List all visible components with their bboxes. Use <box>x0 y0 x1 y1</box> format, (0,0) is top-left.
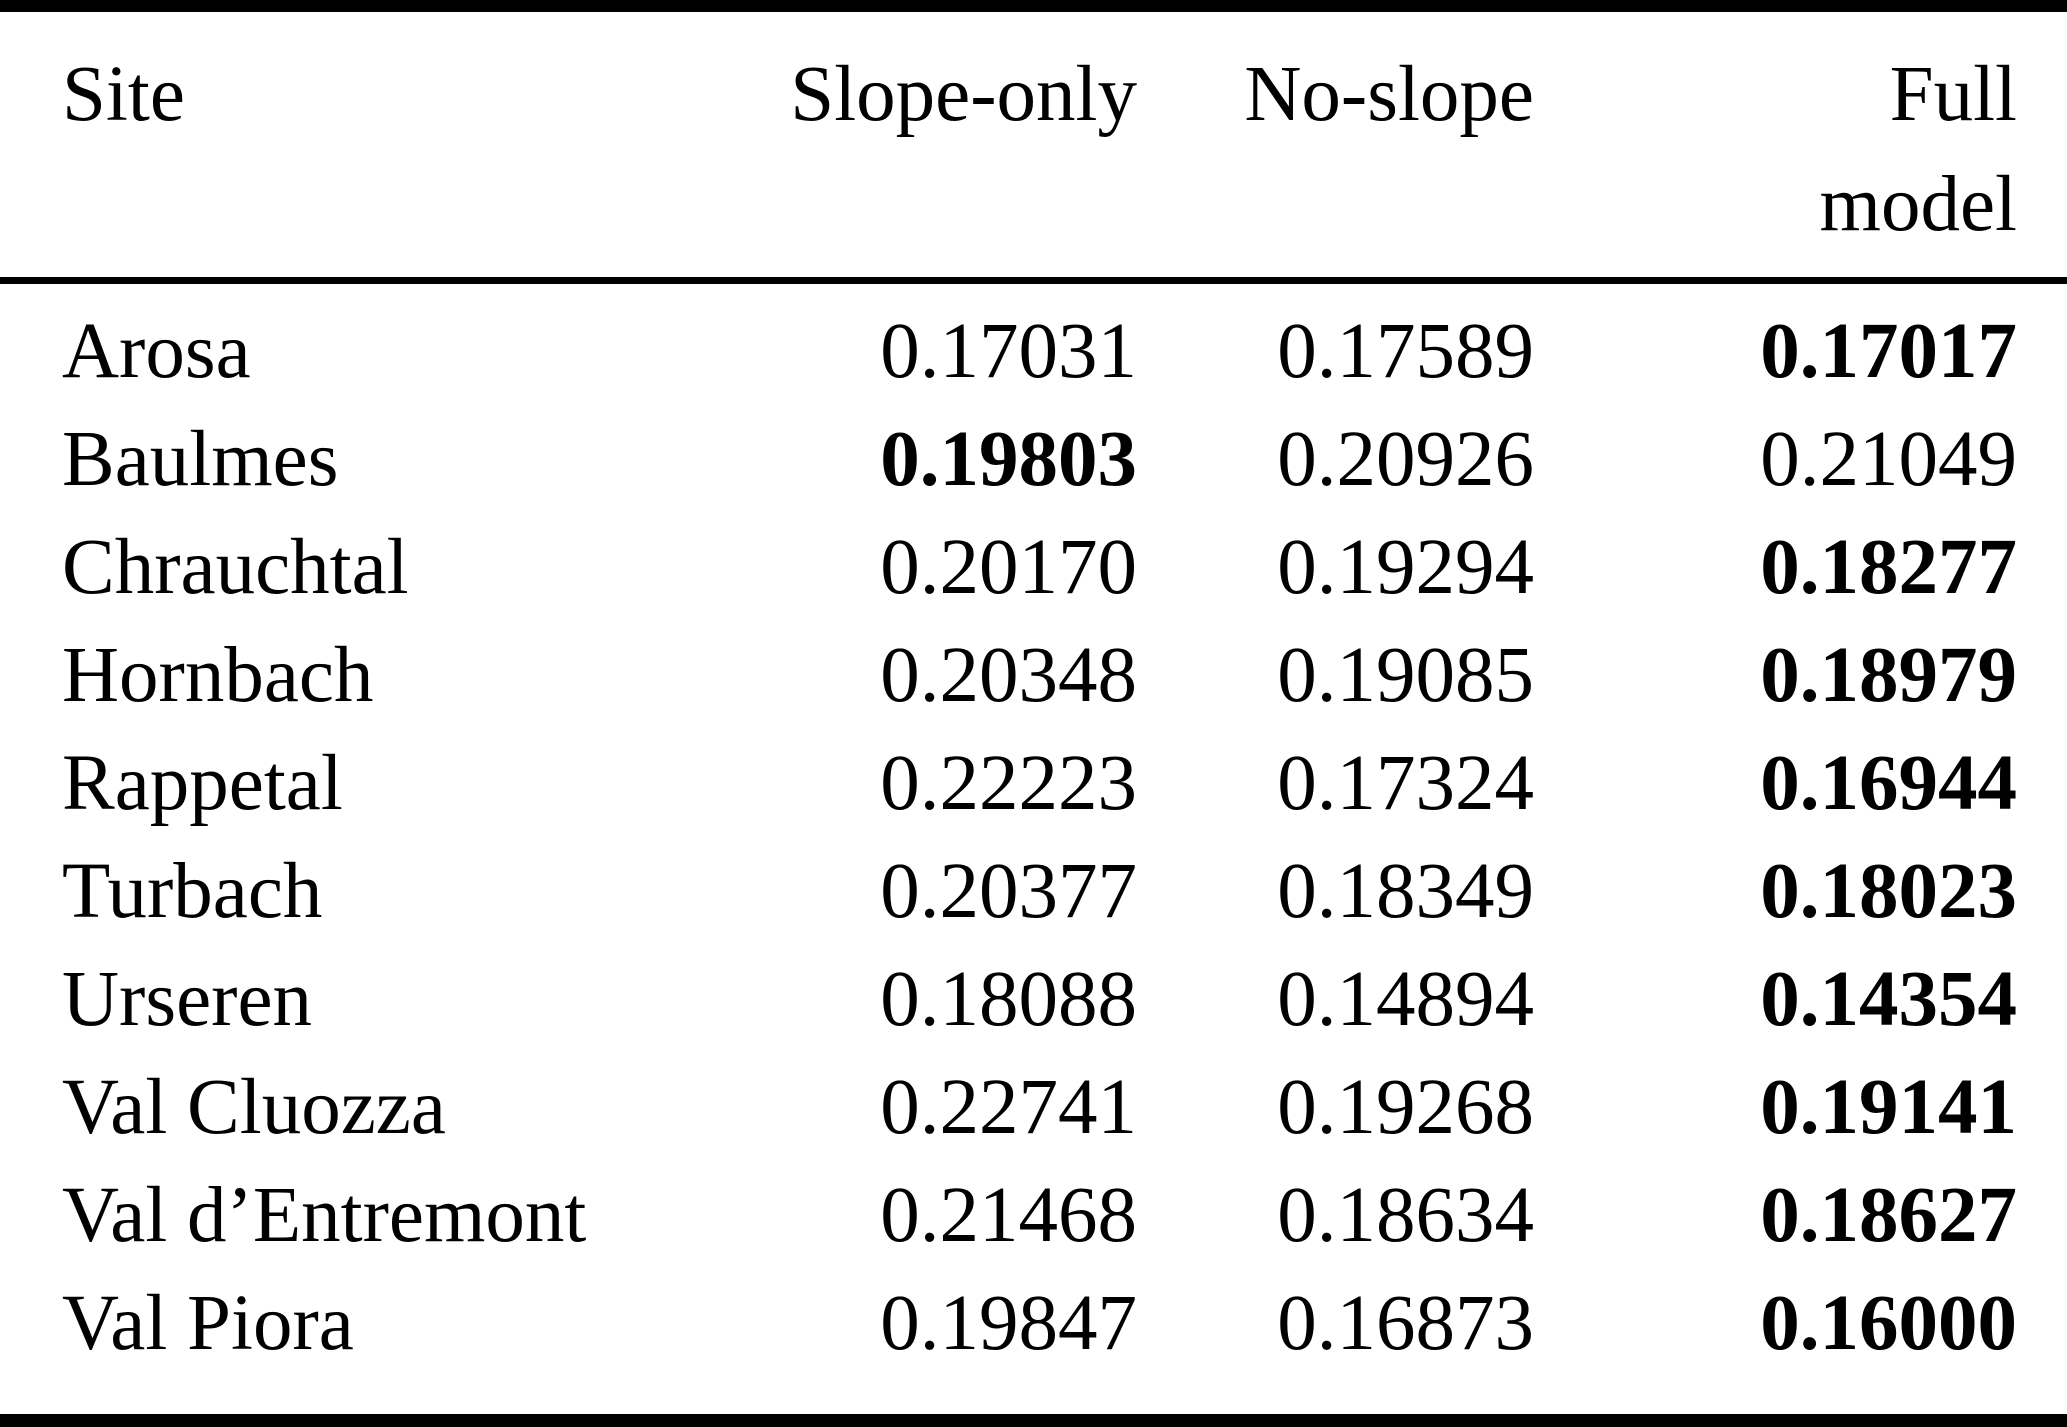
table-row: Val Piora 0.19847 0.16873 0.16000 <box>0 1270 2067 1378</box>
column-header-slope-only: Slope-only <box>790 51 1137 138</box>
site-cell: Turbach <box>62 848 323 935</box>
full-model-value: 0.18979 <box>1760 632 2017 719</box>
top-rule <box>0 0 2067 12</box>
no-slope-value: 0.14894 <box>1277 956 1534 1043</box>
full-model-value: 0.19141 <box>1760 1064 2017 1151</box>
no-slope-value: 0.17589 <box>1277 308 1534 395</box>
slope-only-value: 0.20377 <box>880 848 1137 935</box>
slope-only-value: 0.19847 <box>880 1280 1137 1367</box>
table-row: Val d’Entremont 0.21468 0.18634 0.18627 <box>0 1162 2067 1270</box>
table-body: Arosa 0.17031 0.17589 0.17017 Baulmes 0.… <box>0 284 2067 1378</box>
slope-only-value: 0.21468 <box>880 1172 1137 1259</box>
table-row: Turbach 0.20377 0.18349 0.18023 <box>0 838 2067 946</box>
full-model-value: 0.14354 <box>1760 956 2017 1043</box>
column-header-full-model: Full model <box>1534 40 2017 277</box>
no-slope-value: 0.19294 <box>1277 524 1534 611</box>
full-model-value: 0.17017 <box>1760 308 2017 395</box>
full-model-value: 0.16944 <box>1760 740 2017 827</box>
column-header-no-slope: No-slope <box>1244 51 1534 138</box>
table-row: Rappetal 0.22223 0.17324 0.16944 <box>0 730 2067 838</box>
full-model-value: 0.18277 <box>1760 524 2017 611</box>
site-cell: Arosa <box>62 308 251 395</box>
no-slope-value: 0.16873 <box>1277 1280 1534 1367</box>
bottom-rule <box>0 1414 2067 1427</box>
table-header-row: Site Slope-only No-slope Full model <box>0 12 2067 277</box>
table-row: Arosa 0.17031 0.17589 0.17017 <box>0 298 2067 406</box>
table-row: Baulmes 0.19803 0.20926 0.21049 <box>0 406 2067 514</box>
slope-only-value: 0.22223 <box>880 740 1137 827</box>
site-cell: Hornbach <box>62 632 374 719</box>
full-model-value: 0.18023 <box>1760 848 2017 935</box>
table-row: Chrauchtal 0.20170 0.19294 0.18277 <box>0 514 2067 622</box>
no-slope-value: 0.17324 <box>1277 740 1534 827</box>
header-separator-rule <box>0 277 2067 284</box>
slope-only-value: 0.20348 <box>880 632 1137 719</box>
site-cell: Baulmes <box>62 416 339 503</box>
slope-only-value: 0.18088 <box>880 956 1137 1043</box>
slope-only-value: 0.22741 <box>880 1064 1137 1151</box>
full-model-value: 0.21049 <box>1760 416 2017 503</box>
site-cell: Rappetal <box>62 740 343 827</box>
full-model-header-line2: model <box>1819 161 2017 248</box>
no-slope-value: 0.18349 <box>1277 848 1534 935</box>
site-cell: Urseren <box>62 956 313 1043</box>
no-slope-value: 0.19085 <box>1277 632 1534 719</box>
full-model-value: 0.16000 <box>1760 1280 2017 1367</box>
slope-only-value: 0.17031 <box>880 308 1137 395</box>
site-cell: Val Piora <box>62 1280 354 1367</box>
no-slope-value: 0.18634 <box>1277 1172 1534 1259</box>
slope-only-value: 0.19803 <box>880 416 1137 503</box>
column-header-site: Site <box>62 51 185 138</box>
full-model-header-line1: Full <box>1889 51 2017 138</box>
table-row: Hornbach 0.20348 0.19085 0.18979 <box>0 622 2067 730</box>
slope-only-value: 0.20170 <box>880 524 1137 611</box>
no-slope-value: 0.20926 <box>1277 416 1534 503</box>
no-slope-value: 0.19268 <box>1277 1064 1534 1151</box>
site-cell: Val d’Entremont <box>62 1172 587 1259</box>
full-model-value: 0.18627 <box>1760 1172 2017 1259</box>
table-row: Urseren 0.18088 0.14894 0.14354 <box>0 946 2067 1054</box>
table-row: Val Cluozza 0.22741 0.19268 0.19141 <box>0 1054 2067 1162</box>
site-cell: Chrauchtal <box>62 524 409 611</box>
site-cell: Val Cluozza <box>62 1064 446 1151</box>
